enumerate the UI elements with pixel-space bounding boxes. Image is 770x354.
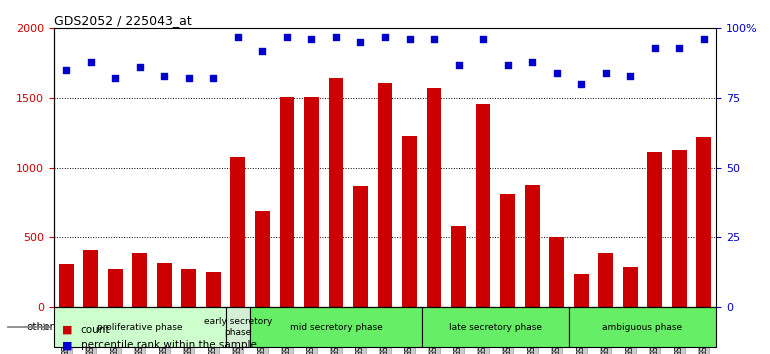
Text: GSM109826: GSM109826 (283, 310, 291, 354)
Text: other: other (26, 322, 54, 332)
Point (232, 34, 244, 40)
Bar (427, 88, 441, 307)
Point (330, 34, 342, 40)
Bar (230, 156, 245, 307)
Point (305, 36, 317, 42)
Text: GSM109818: GSM109818 (577, 310, 586, 354)
Bar (377, 83, 393, 307)
Bar (226, 307, 250, 347)
Bar (422, 307, 569, 347)
Point (526, 59, 538, 64)
Bar (476, 104, 490, 307)
Bar (157, 263, 172, 307)
Text: GSM109821: GSM109821 (184, 310, 193, 354)
Text: ■: ■ (62, 341, 72, 350)
Point (133, 64, 146, 70)
Text: GSM109819: GSM109819 (601, 310, 611, 354)
Text: late secretory phase: late secretory phase (449, 322, 542, 331)
Point (158, 73, 170, 79)
Text: GSM109833: GSM109833 (675, 310, 684, 354)
Bar (206, 272, 221, 307)
Bar (280, 97, 294, 307)
Bar (402, 136, 417, 307)
Point (60, 67, 72, 73)
Point (698, 36, 710, 42)
Bar (598, 253, 613, 307)
Text: GSM109814: GSM109814 (62, 310, 71, 354)
Bar (54, 307, 226, 347)
Point (85, 59, 97, 64)
Bar (648, 152, 662, 307)
Text: GSM109823: GSM109823 (626, 310, 634, 354)
Text: early secretory
phase: early secretory phase (203, 317, 272, 337)
Text: GSM109837: GSM109837 (503, 310, 512, 354)
Text: GSM109835: GSM109835 (454, 310, 463, 354)
Point (501, 62, 514, 67)
Text: percentile rank within the sample: percentile rank within the sample (81, 341, 256, 350)
Point (477, 36, 489, 42)
Bar (250, 307, 422, 347)
Text: GSM109820: GSM109820 (159, 310, 169, 354)
Text: GDS2052 / 225043_at: GDS2052 / 225043_at (54, 14, 192, 27)
Bar (329, 79, 343, 307)
Bar (353, 186, 368, 307)
Point (575, 81, 588, 87)
Text: GSM109840: GSM109840 (699, 310, 708, 354)
Point (109, 76, 122, 81)
Point (453, 62, 465, 67)
Bar (500, 194, 515, 307)
Point (600, 70, 612, 76)
Point (256, 48, 269, 53)
Point (648, 45, 661, 51)
Point (182, 76, 195, 81)
Bar (255, 211, 270, 307)
Text: GSM109832: GSM109832 (651, 310, 659, 354)
Bar (623, 267, 638, 307)
Text: GSM109817: GSM109817 (136, 310, 144, 354)
Bar (697, 137, 711, 307)
Text: mid secretory phase: mid secretory phase (290, 322, 383, 331)
Bar (182, 269, 196, 307)
Point (428, 36, 440, 42)
Point (379, 34, 391, 40)
Text: GSM109815: GSM109815 (86, 310, 95, 354)
Text: GSM109839: GSM109839 (552, 310, 561, 354)
Text: ambiguous phase: ambiguous phase (602, 322, 682, 331)
Text: GSM109824: GSM109824 (233, 310, 243, 354)
Text: GSM109825: GSM109825 (258, 310, 267, 354)
Text: GSM109836: GSM109836 (479, 310, 487, 354)
Bar (569, 307, 716, 347)
Text: GSM109834: GSM109834 (430, 310, 439, 354)
Point (354, 39, 367, 45)
Bar (108, 269, 122, 307)
Bar (672, 150, 687, 307)
Text: GSM109816: GSM109816 (111, 310, 119, 354)
Text: GSM109831: GSM109831 (405, 310, 414, 354)
Text: GSM109829: GSM109829 (356, 310, 365, 354)
Point (281, 34, 293, 40)
Text: GSM109828: GSM109828 (331, 310, 340, 354)
Bar (132, 253, 147, 307)
Bar (83, 250, 98, 307)
Text: proliferative phase: proliferative phase (97, 322, 182, 331)
Bar (304, 97, 319, 307)
Point (207, 76, 219, 81)
Text: GSM109822: GSM109822 (209, 310, 218, 354)
Bar (549, 238, 564, 307)
Point (624, 73, 637, 79)
Point (551, 70, 563, 76)
Text: count: count (81, 325, 110, 335)
Bar (574, 274, 588, 307)
Bar (451, 226, 466, 307)
Bar (59, 264, 73, 307)
Point (673, 45, 685, 51)
Point (403, 36, 416, 42)
Text: GSM109838: GSM109838 (527, 310, 537, 354)
Text: GSM109827: GSM109827 (307, 310, 316, 354)
Bar (525, 185, 540, 307)
Text: ■: ■ (62, 325, 72, 335)
Text: GSM109830: GSM109830 (380, 310, 390, 354)
